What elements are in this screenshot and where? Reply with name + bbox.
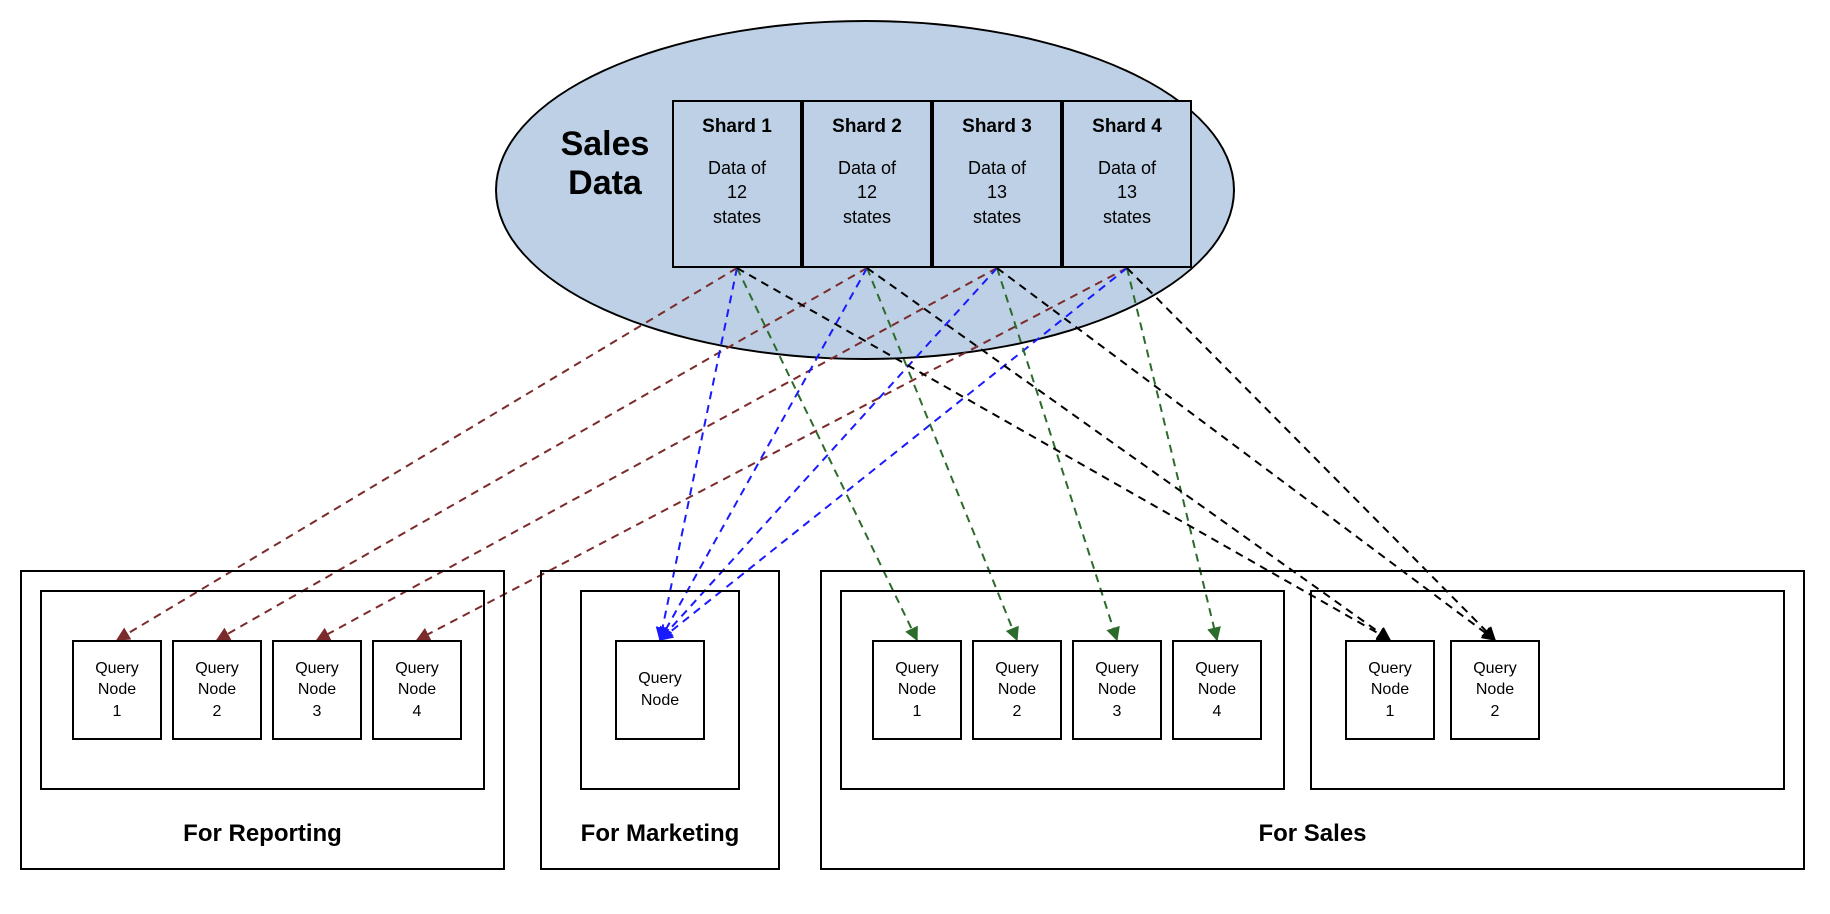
reporting-qn1: QueryNode1 <box>72 640 162 740</box>
sales-data-title: SalesData <box>520 125 690 203</box>
shard-2-desc: Data of12states <box>804 156 930 229</box>
marketing-qn: QueryNode <box>615 640 705 740</box>
reporting-qn4: QueryNode4 <box>372 640 462 740</box>
shard-4-title: Shard 4 <box>1064 116 1190 138</box>
shard-3-title: Shard 3 <box>934 116 1060 138</box>
shard-1: Shard 1 Data of12states <box>672 100 802 268</box>
shard-4-desc: Data of13states <box>1064 156 1190 229</box>
reporting-qn3: QueryNode3 <box>272 640 362 740</box>
sales2-qn2: QueryNode2 <box>1450 640 1540 740</box>
shard-2-title: Shard 2 <box>804 116 930 138</box>
sales2-qn1: QueryNode1 <box>1345 640 1435 740</box>
reporting-qn2: QueryNode2 <box>172 640 262 740</box>
shard-2: Shard 2 Data of12states <box>802 100 932 268</box>
shard-1-title: Shard 1 <box>674 116 800 138</box>
shard-4: Shard 4 Data of13states <box>1062 100 1192 268</box>
shard-3-desc: Data of13states <box>934 156 1060 229</box>
sales-qn2: QueryNode2 <box>972 640 1062 740</box>
group-reporting-label: For Reporting <box>20 820 505 848</box>
sales-qn3: QueryNode3 <box>1072 640 1162 740</box>
sales-qn4: QueryNode4 <box>1172 640 1262 740</box>
shard-1-desc: Data of12states <box>674 156 800 229</box>
sales-qn1: QueryNode1 <box>872 640 962 740</box>
shard-3: Shard 3 Data of13states <box>932 100 1062 268</box>
diagram-canvas: SalesData Shard 1Data of12statesShard 2D… <box>0 0 1830 914</box>
group-marketing-label: For Marketing <box>540 820 780 848</box>
group-sales-label: For Sales <box>820 820 1805 848</box>
